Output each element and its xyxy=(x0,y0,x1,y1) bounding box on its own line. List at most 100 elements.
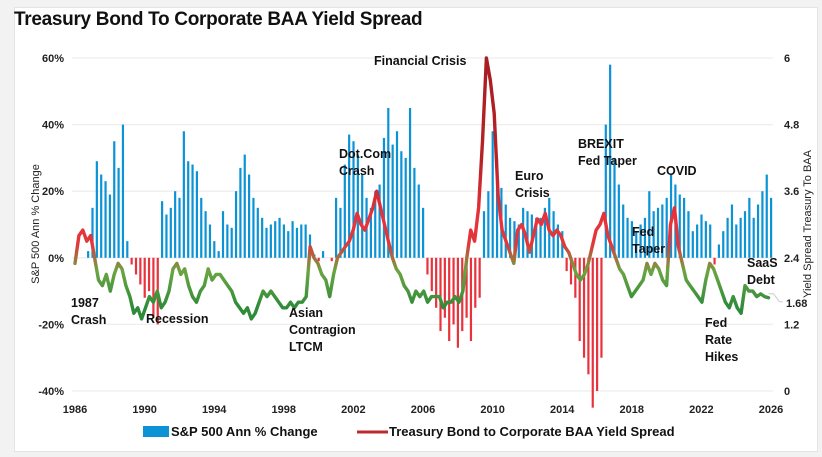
annotation-label: COVID xyxy=(657,164,697,178)
sp500-bar xyxy=(465,257,468,318)
left-tick-label: 60% xyxy=(42,53,64,65)
last-value-label: 1.68 xyxy=(786,298,807,310)
sp500-bar xyxy=(382,137,386,258)
annotations: 1987 Crash Recession Asian Contragion LTCM Dot… xyxy=(71,54,778,364)
sp500-bar xyxy=(191,164,194,258)
annotation-line: Asian xyxy=(289,306,323,320)
sp500-bar xyxy=(317,257,320,262)
sp500-bar xyxy=(635,231,638,258)
sp500-bar xyxy=(517,224,520,258)
sp500-bar xyxy=(474,257,477,308)
sp500-bar xyxy=(565,257,568,272)
sp500-bar xyxy=(543,207,546,258)
sp500-bar xyxy=(400,151,403,258)
sp500-bar xyxy=(91,207,94,258)
sp500-bar xyxy=(435,257,438,308)
sp500-bar xyxy=(704,221,707,258)
sp500-bar xyxy=(143,257,146,298)
sp500-bar xyxy=(609,64,612,258)
annotation-line: Euro xyxy=(515,169,544,183)
sp500-bar xyxy=(243,154,246,258)
annotation-label: 1987 Crash xyxy=(71,296,106,327)
sp500-bar xyxy=(187,161,190,258)
sp500-bar xyxy=(478,257,481,298)
x-tick-label: 2010 xyxy=(480,404,504,416)
sp500-bar xyxy=(735,224,738,258)
sp500-bar xyxy=(130,257,133,265)
sp500-bar xyxy=(413,167,416,258)
sp500-bar xyxy=(261,217,264,258)
spread-line xyxy=(73,56,771,321)
right-tick-label: 2.4 xyxy=(784,253,800,265)
sp500-bar xyxy=(256,207,259,258)
sp500-bar xyxy=(539,217,542,258)
annotation-line: Fed Taper xyxy=(578,154,637,168)
sp500-bar xyxy=(295,227,299,258)
sp500-bar xyxy=(178,197,181,258)
sp500-bar xyxy=(717,244,720,258)
sp500-bar xyxy=(691,231,694,258)
x-axis-ticks: 1986 1990 1994 1998 2002 2006 2010 2014 2018 2022… xyxy=(63,404,783,416)
sp500-bar xyxy=(426,257,429,275)
right-tick-label: 4.8 xyxy=(784,120,799,132)
annotation-line: Contragion xyxy=(289,323,356,337)
annotation-label: Fed Taper xyxy=(632,225,665,256)
annotation-label: Recession xyxy=(146,312,209,326)
sp500-bar xyxy=(300,224,303,258)
sp500-bar xyxy=(417,184,420,258)
sp500-bar xyxy=(696,224,699,258)
sp500-bar xyxy=(213,241,216,258)
sp500-bar xyxy=(739,217,742,258)
annotation-line: COVID xyxy=(657,164,697,178)
sp500-bar xyxy=(226,224,229,258)
sp500-bar xyxy=(95,161,98,258)
left-axis-ticks: 60% 40% 20% 0% -20% -40% xyxy=(38,53,64,398)
right-tick-label: 3.6 xyxy=(784,186,799,198)
sp500-bar xyxy=(600,257,603,358)
sp500-bar xyxy=(639,224,642,258)
sp500-bar xyxy=(387,107,390,258)
sp500-bar xyxy=(569,257,573,285)
sp500-bar xyxy=(165,214,168,258)
sp500-bar xyxy=(678,194,681,258)
sp500-bar xyxy=(221,211,225,258)
sp500-bar xyxy=(126,241,129,258)
sp500-bar xyxy=(709,224,712,258)
annotation-line: SaaS xyxy=(747,256,778,270)
last-value-leader xyxy=(768,293,783,303)
annotation-line: Recession xyxy=(146,312,209,326)
x-tick-label: 2002 xyxy=(341,404,365,416)
sp500-bar xyxy=(343,164,346,258)
annotation-label: Fed Rate Hikes xyxy=(705,316,738,364)
x-tick-label: 1998 xyxy=(272,404,296,416)
sp500-bar xyxy=(361,174,364,258)
sp500-bar xyxy=(469,257,473,342)
sp500-bar xyxy=(356,154,359,258)
sp500-bar xyxy=(378,184,381,258)
sp500-bar xyxy=(217,251,220,258)
annotation-line: Fed xyxy=(632,225,654,239)
sp500-bar xyxy=(596,257,599,391)
sp500-bar xyxy=(770,197,773,258)
sp500-bar xyxy=(239,167,242,258)
sp500-bar xyxy=(626,217,629,258)
sp500-bar xyxy=(491,131,494,258)
sp500-bar xyxy=(495,157,499,258)
sp500-bar xyxy=(408,107,412,258)
sp500-bar xyxy=(321,251,325,258)
sp500-bar xyxy=(504,204,507,258)
sp500-bar xyxy=(330,257,333,262)
annotation-label: Financial Crisis xyxy=(374,54,466,68)
sp500-bar xyxy=(278,217,281,258)
sp500-bar xyxy=(169,207,172,258)
sp500-bar xyxy=(722,231,725,258)
left-tick-label: 0% xyxy=(48,253,64,265)
legend-line-label: Treasury Bond to Corporate BAA Yield Spr… xyxy=(389,424,675,439)
spread-line-group: 1.68 xyxy=(73,56,807,321)
sp500-bar xyxy=(604,124,607,258)
right-tick-label: 1.2 xyxy=(784,319,799,331)
sp500-bar xyxy=(139,257,142,285)
x-tick-label: 1994 xyxy=(202,404,227,416)
sp500-bar xyxy=(613,157,616,258)
annotation-line: Crash xyxy=(339,164,374,178)
